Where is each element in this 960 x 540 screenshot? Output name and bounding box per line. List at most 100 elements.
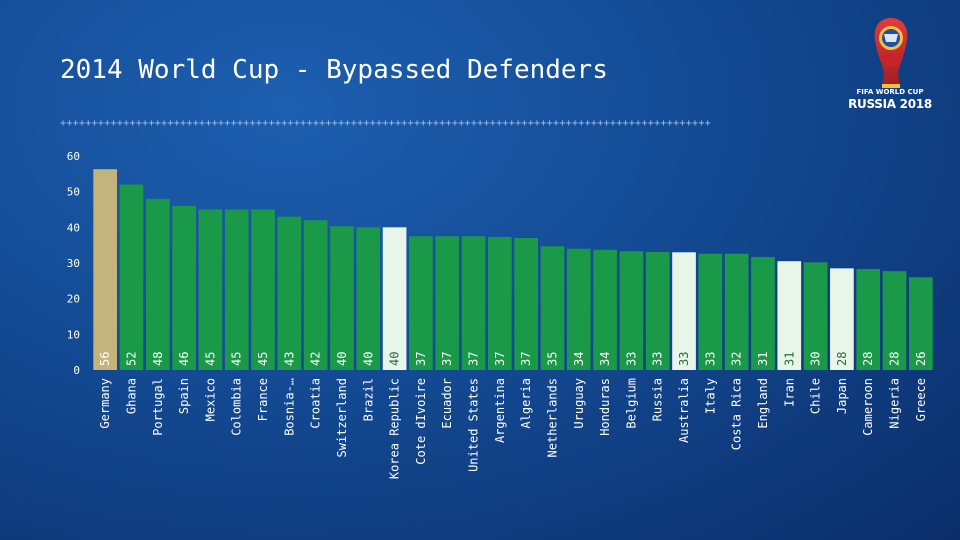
x-tick-label: Switzerland — [335, 378, 349, 457]
x-tick-label: Costa Rica — [730, 378, 744, 450]
x-tick-label: Nigeria — [888, 378, 902, 429]
data-label: 31 — [756, 352, 770, 366]
bar — [172, 205, 196, 370]
data-label: 33 — [703, 352, 717, 366]
bar — [882, 271, 907, 370]
data-label: 45 — [256, 352, 270, 366]
bar — [777, 261, 802, 370]
bar — [435, 236, 460, 370]
bar — [803, 262, 828, 370]
bar — [830, 268, 854, 370]
x-tick-label: Russia — [651, 378, 665, 421]
x-tick-label: United States — [467, 378, 481, 472]
x-tick-label: Ghana — [124, 378, 138, 414]
x-tick-label: Belgium — [624, 378, 638, 429]
y-tick-label: 40 — [67, 221, 80, 234]
data-label: 37 — [519, 352, 533, 366]
x-tick-label: Chile — [809, 378, 823, 414]
y-tick-label: 30 — [67, 257, 80, 270]
data-label: 45 — [203, 352, 217, 366]
bar — [619, 251, 644, 370]
bar — [356, 227, 381, 370]
y-tick-label: 50 — [67, 186, 80, 199]
x-tick-label: Greece — [914, 378, 928, 421]
bar — [645, 251, 670, 370]
data-label: 28 — [888, 352, 902, 366]
data-label: 40 — [388, 352, 402, 366]
bar — [672, 252, 696, 370]
title-divider: ++++++++++++++++++++++++++++++++++++++++… — [60, 118, 712, 129]
logo-caption-large: RUSSIA 2018 — [848, 97, 932, 111]
x-tick-label: Australia — [677, 378, 691, 443]
bar — [514, 238, 538, 370]
bar — [724, 253, 749, 370]
data-label: 32 — [730, 352, 744, 366]
x-tick-label: Ecuador — [440, 378, 454, 429]
x-tick-label: Portugal — [151, 378, 165, 436]
data-label: 37 — [440, 352, 454, 366]
bar — [382, 227, 407, 370]
bar — [224, 209, 249, 370]
bar — [461, 236, 486, 370]
bar — [540, 246, 565, 370]
x-tick-label: England — [756, 378, 770, 429]
data-label: 45 — [230, 352, 244, 366]
x-tick-label: Cameroon — [861, 378, 875, 436]
x-tick-label: France — [256, 378, 270, 421]
data-label: 35 — [545, 352, 559, 366]
x-tick-label: Brazil — [361, 378, 375, 421]
bar — [488, 236, 512, 370]
y-tick-label: 0 — [73, 364, 80, 377]
x-tick-label: Algeria — [519, 378, 533, 429]
data-label: 28 — [861, 352, 875, 366]
data-label: 56 — [98, 352, 112, 366]
y-tick-label: 60 — [67, 150, 80, 163]
data-label: 48 — [151, 352, 165, 366]
x-tick-label: Argentina — [493, 378, 507, 443]
bar — [145, 198, 170, 370]
x-tick-label: Iran — [782, 378, 796, 407]
bar — [251, 209, 275, 370]
data-label: 37 — [467, 352, 481, 366]
data-label: 43 — [282, 352, 296, 366]
y-tick-label: 10 — [67, 328, 80, 341]
x-tick-label: Netherlands — [545, 378, 559, 457]
x-tick-label: Germany — [98, 378, 112, 429]
data-label: 46 — [177, 352, 191, 366]
x-tick-label: Japan — [835, 378, 849, 414]
x-tick-label: Croatia — [309, 378, 323, 429]
data-label: 26 — [914, 352, 928, 366]
data-label: 33 — [651, 352, 665, 366]
bar — [198, 209, 223, 370]
bar — [93, 169, 117, 370]
page-title: 2014 World Cup - Bypassed Defenders — [60, 55, 608, 85]
data-label: 30 — [809, 352, 823, 366]
x-tick-label: Spain — [177, 378, 191, 414]
data-label: 40 — [361, 352, 375, 366]
x-tick-label: Mexico — [203, 378, 217, 421]
x-tick-label: Bosnia-… — [282, 378, 296, 436]
x-tick-label: Korea Republic — [388, 378, 402, 479]
bar — [566, 248, 591, 370]
data-label: 33 — [677, 352, 691, 366]
data-label: 42 — [309, 352, 323, 366]
bar — [277, 216, 302, 370]
data-label: 28 — [835, 352, 849, 366]
logo-caption-small: FIFA WORLD CUP — [856, 88, 924, 96]
y-tick-label: 20 — [67, 293, 80, 306]
bar — [330, 226, 354, 370]
data-label: 34 — [572, 352, 586, 366]
x-tick-label: Italy — [703, 378, 717, 414]
bar — [303, 220, 328, 370]
data-label: 34 — [598, 352, 612, 366]
data-label: 40 — [335, 352, 349, 366]
bar — [119, 184, 144, 370]
bar — [856, 269, 881, 370]
x-tick-label: Cote dIvoire — [414, 378, 428, 465]
data-label: 33 — [624, 352, 638, 366]
x-tick-label: Honduras — [598, 378, 612, 436]
bar — [409, 236, 433, 370]
data-label: 31 — [782, 352, 796, 366]
data-label: 37 — [414, 352, 428, 366]
